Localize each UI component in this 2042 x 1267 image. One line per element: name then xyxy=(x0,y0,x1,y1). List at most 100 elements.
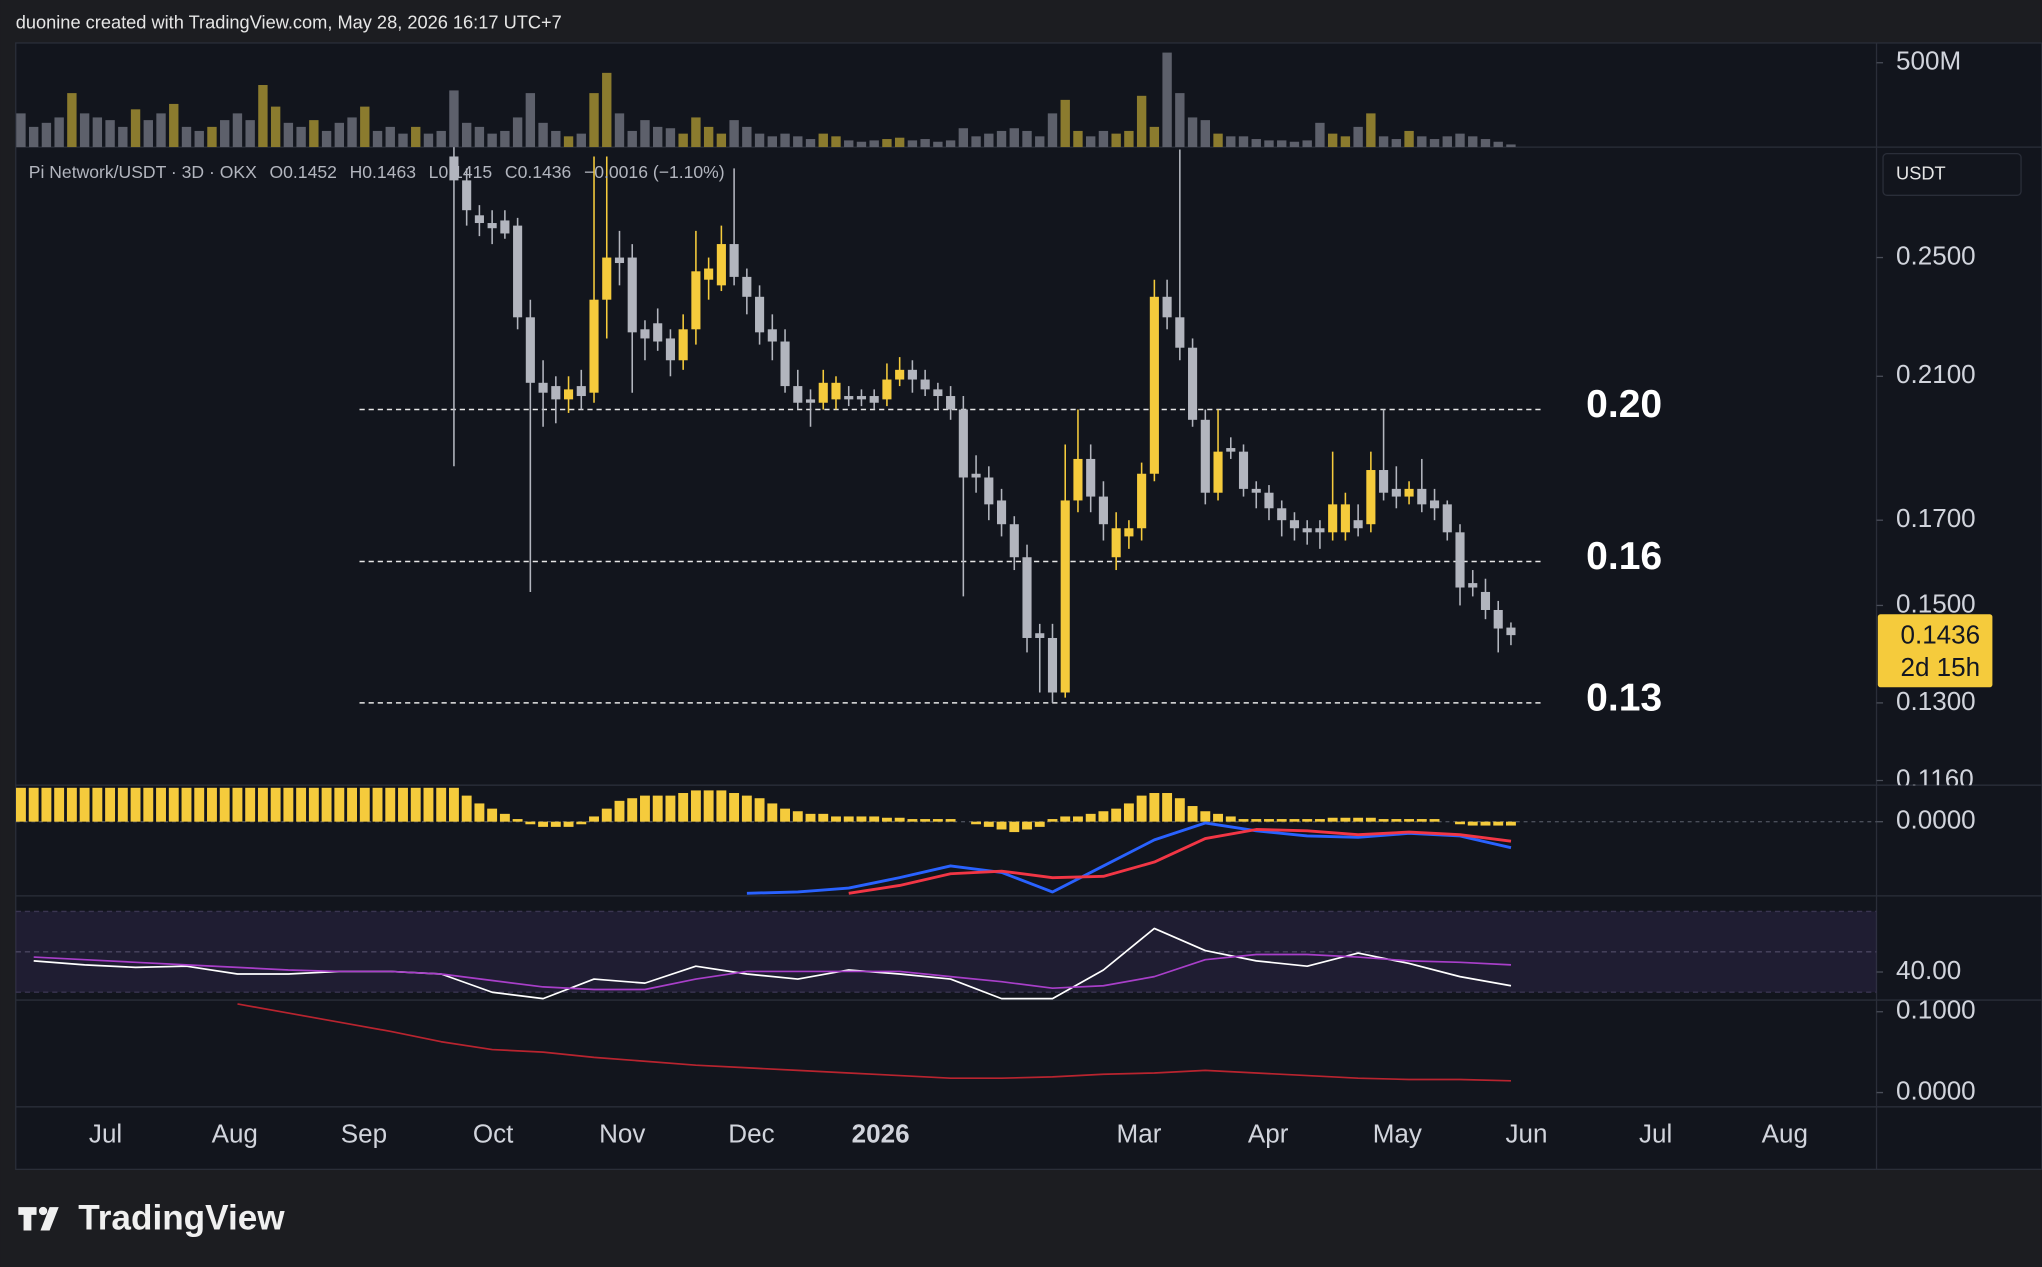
histogram-bar xyxy=(283,787,294,822)
volume-bar xyxy=(551,130,561,148)
candle-body xyxy=(767,329,777,342)
candle-body xyxy=(1238,451,1249,489)
histogram-bar xyxy=(716,790,727,822)
histogram-bar xyxy=(614,800,625,822)
currency-label[interactable]: USDT xyxy=(1896,162,1946,183)
volume-bar xyxy=(1378,136,1389,148)
histogram-bar xyxy=(232,787,243,822)
candle-body xyxy=(1391,488,1401,497)
histogram-bar xyxy=(398,787,408,822)
currency-button[interactable] xyxy=(1882,153,2022,196)
candle-body xyxy=(1175,317,1185,348)
candle-body xyxy=(1086,458,1096,497)
histogram-bar xyxy=(640,795,650,822)
volume-bar xyxy=(716,133,727,148)
volume-bar xyxy=(1404,130,1414,148)
candle-body xyxy=(933,389,943,397)
volume-bar xyxy=(1149,126,1160,148)
candle-body xyxy=(958,409,968,478)
histogram-bar xyxy=(1009,821,1020,833)
volume-bar xyxy=(207,126,217,148)
x-tick-label: Jul xyxy=(1639,1118,1672,1148)
volume-bar xyxy=(92,117,103,148)
histogram-bar xyxy=(1378,819,1389,822)
series-line xyxy=(848,828,1512,895)
histogram-bar xyxy=(843,816,854,822)
volume-bar xyxy=(1353,126,1363,148)
volume-bar xyxy=(321,130,332,148)
volume-bar xyxy=(1073,130,1083,148)
histogram-bar xyxy=(1149,793,1160,822)
volume-bar xyxy=(933,141,943,148)
time-axis: Jul Aug Sep Oct Nov Dec 2026 Mar Apr May Jun Jul Aug xyxy=(89,1118,1808,1148)
histogram-bar xyxy=(334,787,345,822)
histogram-bar xyxy=(818,813,829,822)
histogram-bar xyxy=(156,787,166,822)
candle-body xyxy=(1264,492,1274,509)
histogram-bar xyxy=(1047,819,1058,822)
volume-bar xyxy=(1506,144,1516,148)
histogram-bar xyxy=(1264,819,1274,822)
logo-mark xyxy=(38,1206,48,1216)
logo-mark xyxy=(18,1207,37,1231)
histogram-bar xyxy=(601,808,612,822)
y-tick-label: 0.2100 xyxy=(1896,359,1976,389)
candle-body xyxy=(1442,504,1452,533)
histogram-bar xyxy=(907,819,918,822)
volume-bar xyxy=(958,128,969,148)
histogram-bar xyxy=(741,795,752,822)
histogram-bar xyxy=(1098,811,1109,822)
candle-body xyxy=(678,329,688,361)
volume-bar xyxy=(665,128,676,148)
histogram-bar xyxy=(690,790,701,822)
candle-body xyxy=(1188,347,1198,420)
histogram-bar xyxy=(54,787,65,822)
y-tick-label: 0.2500 xyxy=(1896,240,1976,270)
histogram-bar xyxy=(1085,813,1096,822)
header-credit: duonine created with TradingView.com, Ma… xyxy=(16,11,562,32)
brand-logo: TradingView xyxy=(18,1198,285,1237)
volume-bar xyxy=(1060,99,1070,148)
histogram-bar xyxy=(347,787,358,822)
histogram-bar xyxy=(627,798,638,822)
histogram-bar xyxy=(1174,798,1185,822)
histogram-bar xyxy=(1416,819,1427,822)
volume-bar xyxy=(41,122,52,148)
volume-pane: 500M xyxy=(16,46,1961,148)
x-tick-label: Oct xyxy=(473,1118,514,1148)
price-badge-countdown: 2d 15h xyxy=(1901,652,1981,682)
volume-bar xyxy=(258,85,268,148)
candle-body xyxy=(513,225,523,318)
histogram-bar xyxy=(372,787,383,822)
histogram-bar xyxy=(1455,821,1465,825)
candle-body xyxy=(576,386,586,397)
volume-bar xyxy=(232,113,243,148)
histogram-bar xyxy=(1073,816,1083,822)
histogram-bar xyxy=(1391,819,1402,822)
histogram-bar xyxy=(257,787,268,822)
volume-bar xyxy=(882,139,892,148)
volume-bar xyxy=(831,136,841,148)
volume-bar xyxy=(16,113,26,148)
x-tick-label: Mar xyxy=(1117,1118,1162,1148)
candle-body xyxy=(996,500,1007,525)
candle-body xyxy=(1060,500,1070,693)
volume-bar xyxy=(283,122,294,148)
legend-key: H xyxy=(350,162,363,182)
volume-bar xyxy=(1327,133,1338,148)
x-tick-label: Dec xyxy=(728,1118,774,1148)
histogram-bar xyxy=(563,821,574,827)
candle-body xyxy=(1366,470,1376,525)
candle-body xyxy=(1200,419,1210,493)
x-tick-label: Jul xyxy=(89,1118,122,1148)
candle-body xyxy=(1480,591,1491,610)
volume-bar xyxy=(1302,140,1312,148)
histogram-bar xyxy=(474,803,485,822)
histogram-bar xyxy=(1136,795,1147,822)
volume-bar xyxy=(793,136,803,148)
legend-value: 0.1463 xyxy=(362,162,416,182)
x-tick-label: Nov xyxy=(599,1118,645,1148)
volume-bar xyxy=(614,113,625,148)
candle-body xyxy=(449,156,459,181)
